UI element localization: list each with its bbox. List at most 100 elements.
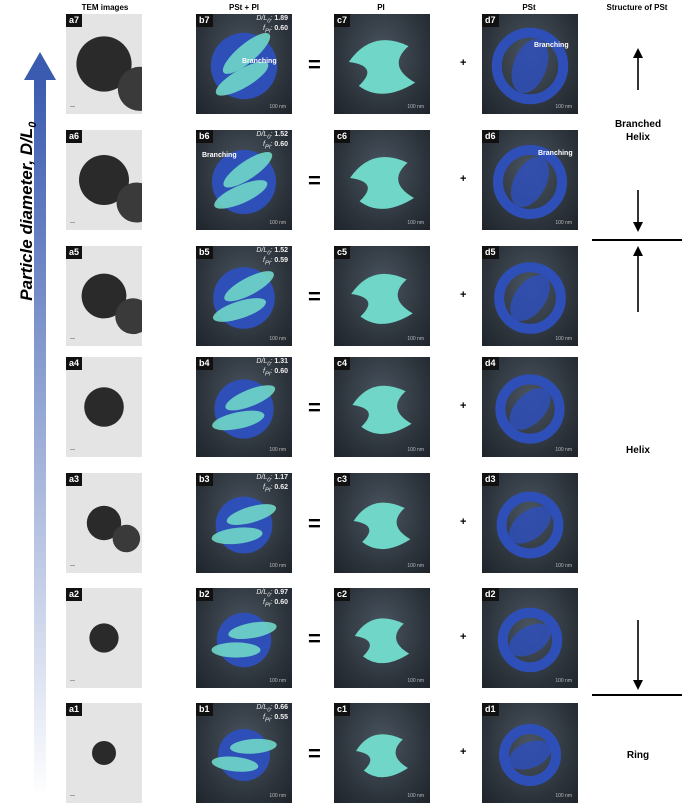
tem-panel: a1 — [66,703,142,803]
scale-label: 100 nm [555,447,572,453]
render-panel-b: b1 D/L0: 0.66 fPI: 0.55 100 nm [196,703,292,803]
panel-label: c5 [334,246,351,259]
scale-label: 100 nm [407,678,424,684]
tem-panel: a7 — [66,14,142,114]
scale-label: 100 nm [555,220,572,226]
panel-label: a6 [66,130,83,143]
render-panel-b: b6 D/L0: 1.52 fPI: 0.60 Branching 100 nm [196,130,292,230]
scale-label: 100 nm [555,563,572,569]
panel-label: c6 [334,130,351,143]
fraction-readout: fPI: 0.59 [263,257,288,267]
scale-label: 100 nm [555,336,572,342]
tem-panel: a4 — [66,357,142,457]
render-panel-d: d2 100 nm [482,588,578,688]
figure-row: a4— b4 D/L0: 1.31 fPI: 0.60 100 nm c4 100 nm d4… [0,357,685,457]
pst-domain-render [496,491,564,559]
pst-domain-render [497,607,563,673]
tem-particle-image [89,623,119,653]
render-panel-b: b7 D/L0: 1.89 fPI: 0.60 Branching 100 nm [196,14,292,114]
equals-sign: = [308,52,321,77]
plus-sign: + [460,516,467,528]
tem-panel: a5 — [66,246,142,346]
equals-sign: = [308,511,321,536]
panel-label: a4 [66,357,83,370]
scale-label: 100 nm [269,563,286,569]
branching-label: Branching [534,42,569,49]
pst-domain-render [494,262,566,334]
composite-particle-render [212,267,275,329]
param-readout: D/L0: 1.17 fPI: 0.62 [256,474,288,495]
tem-panel: a2 — [66,588,142,688]
scale-bar: — [70,104,75,110]
tem-particle-image [86,505,141,553]
scale-label: 100 nm [407,220,424,226]
fraction-readout: fPI: 0.55 [263,714,288,724]
tem-panel: a6 — [66,130,142,230]
tem-particle-image [76,36,142,111]
render-panel-d: d3 100 nm [482,473,578,573]
param-readout: D/L0: 1.52 fPI: 0.59 [256,247,288,268]
fraction-readout: fPI: 0.62 [263,484,288,494]
pst-domain-render [491,27,569,105]
scale-label: 100 nm [555,678,572,684]
structure-branched-helix: Branched Helix [592,118,684,144]
plus-sign: + [460,289,467,301]
ratio-readout: D/L0: 1.52 [256,131,288,141]
param-readout: D/L0: 0.66 fPI: 0.55 [256,704,288,725]
structure-helix: Helix [626,445,650,456]
pi-domain-render [350,157,414,209]
pi-domain-render [356,734,408,778]
render-panel-d: d4 100 nm [482,357,578,457]
render-panel-c: c4 100 nm [334,357,430,457]
render-panel-d: d7 Branching 100 nm [482,14,578,114]
equals-sign: = [308,395,321,420]
panel-label: d2 [482,588,499,601]
structure-ring: Ring [626,750,650,761]
pi-domain-render [348,40,416,94]
panel-label: c7 [334,14,351,27]
pst-domain-render [493,145,567,219]
figure-row: a1— b1 D/L0: 0.66 fPI: 0.55 100 nm c1 100 nm d1… [0,703,685,803]
plus-sign: + [460,631,467,643]
panel-label: d6 [482,130,499,143]
panel-label: c2 [334,588,351,601]
param-readout: D/L0: 0.97 fPI: 0.60 [256,589,288,610]
pi-domain-render [354,618,410,664]
panel-label: d1 [482,703,499,716]
fraction-readout: fPI: 0.60 [263,25,288,35]
panel-label: d3 [482,473,499,486]
render-panel-b: b5 D/L0: 1.52 fPI: 0.59 100 nm [196,246,292,346]
plus-sign: + [460,400,467,412]
scale-bar: — [70,563,75,569]
composite-particle-render [211,729,277,781]
branching-label: Branching [242,58,277,65]
branching-label: Branching [538,150,573,157]
scale-bar: — [70,336,75,342]
diameter-arrow [24,52,56,798]
fraction-readout: fPI: 0.60 [263,368,288,378]
ratio-readout: D/L0: 1.17 [256,474,288,484]
header-pi: PI [377,3,385,12]
panel-label: b6 [196,130,213,143]
plus-sign: + [460,173,467,185]
scale-label: 100 nm [269,678,286,684]
scale-label: 100 nm [269,793,286,799]
header-tem: TEM images [81,3,129,12]
plus-sign: + [460,57,467,69]
render-panel-d: d5 100 nm [482,246,578,346]
panel-label: a5 [66,246,83,259]
pst-domain-render [499,724,561,786]
figure-row: a3— b3 D/L0: 1.17 fPI: 0.62 100 nm c3 100 nm d3… [0,473,685,573]
figure-row: a5— b5 D/L0: 1.52 fPI: 0.59 100 nm c5 100 nm d5… [0,246,685,346]
scale-label: 100 nm [407,793,424,799]
tem-panel: a3 — [66,473,142,573]
param-readout: D/L0: 1.89 fPI: 0.60 [256,15,288,36]
panel-label: c4 [334,357,351,370]
tem-particle-image [81,273,142,335]
panel-label: a1 [66,703,83,716]
header-pst: PSt [522,3,536,12]
panel-label: b4 [196,357,213,370]
scale-label: 100 nm [269,336,286,342]
panel-label: d7 [482,14,499,27]
scale-bar: — [70,793,75,799]
